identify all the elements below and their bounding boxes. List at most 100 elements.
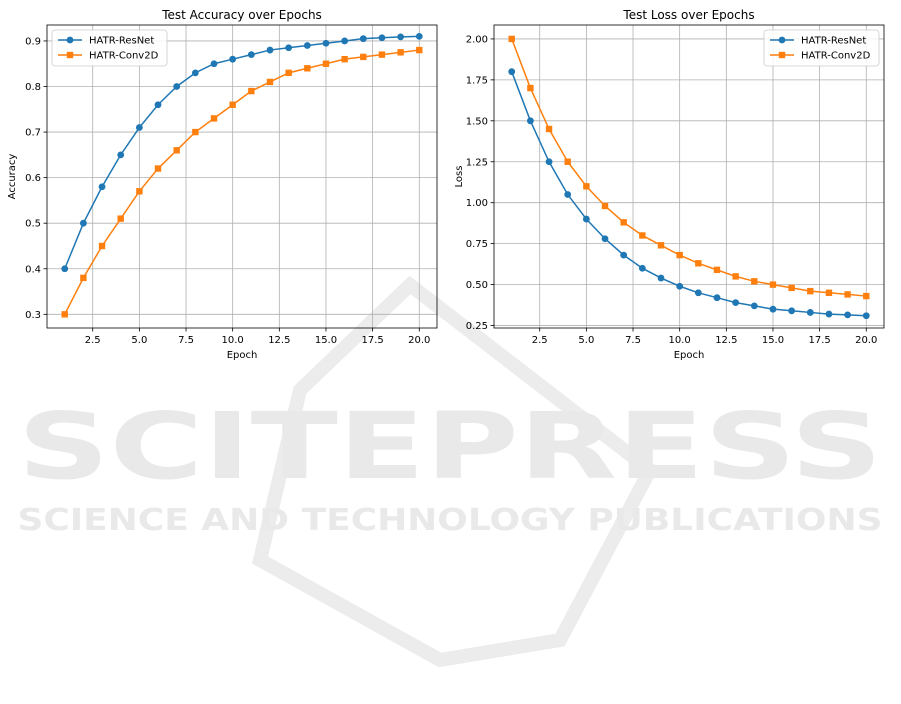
data-point-hatr-resnet — [210, 60, 218, 68]
legend-entry-label: HATR-ResNet — [89, 36, 154, 47]
x-tick-label: 12.5 — [715, 335, 737, 346]
legend-box — [51, 29, 168, 67]
data-point-hatr-resnet — [601, 235, 609, 243]
data-point-hatr-resnet — [397, 33, 405, 41]
data-point-hatr-conv2d — [732, 273, 739, 280]
x-tick-label: 20.0 — [408, 335, 430, 346]
data-point-hatr-resnet — [173, 83, 181, 90]
y-tick-label: 0.5 — [25, 219, 41, 230]
x-tick-label: 15.0 — [315, 335, 337, 346]
data-point-hatr-resnet — [378, 34, 386, 42]
data-point-hatr-resnet — [732, 299, 740, 307]
x-tick-label: 7.5 — [178, 335, 194, 346]
x-tick-label: 17.5 — [808, 335, 830, 346]
data-point-hatr-resnet — [620, 251, 628, 259]
data-point-hatr-resnet — [247, 51, 255, 59]
data-point-hatr-conv2d — [154, 165, 162, 172]
data-point-hatr-resnet — [545, 158, 553, 166]
data-point-hatr-conv2d — [769, 281, 777, 288]
y-axis-label: Loss — [454, 166, 465, 188]
data-point-hatr-conv2d — [601, 202, 609, 210]
series-line-hatr-conv2d — [64, 49, 420, 315]
data-point-hatr-conv2d — [304, 65, 311, 72]
data-point-hatr-resnet — [266, 46, 274, 54]
y-tick-label: 0.25 — [466, 321, 488, 332]
y-tick-label: 1.00 — [466, 198, 488, 209]
data-point-hatr-resnet — [79, 219, 87, 227]
y-tick-label: 0.4 — [25, 264, 41, 275]
legend-marker — [778, 36, 786, 44]
data-point-hatr-resnet — [98, 183, 106, 191]
data-point-hatr-conv2d — [248, 87, 255, 95]
x-tick-label: 20.0 — [855, 335, 877, 346]
data-point-hatr-conv2d — [583, 183, 590, 190]
data-point-hatr-resnet — [844, 311, 852, 319]
data-point-hatr-resnet — [582, 215, 590, 223]
data-point-hatr-resnet — [61, 265, 69, 273]
x-tick-label: 10.0 — [669, 335, 691, 346]
data-point-hatr-conv2d — [564, 158, 571, 165]
y-tick-label: 1.50 — [466, 116, 488, 127]
x-tick-label: 15.0 — [762, 335, 784, 346]
legend-box — [763, 29, 880, 67]
data-point-hatr-conv2d — [117, 215, 124, 222]
x-tick-label: 5.0 — [131, 335, 147, 346]
data-point-hatr-resnet — [285, 44, 293, 52]
x-axis-label: Epoch — [227, 350, 258, 361]
data-point-hatr-resnet — [322, 39, 330, 47]
x-tick-label: 17.5 — [361, 335, 383, 346]
watermark-sub-text: SCIENCE AND TECHNOLOGY PUBLICATIONS — [18, 503, 883, 538]
x-tick-label: 7.5 — [625, 335, 641, 346]
plot-frame — [46, 24, 438, 329]
data-point-hatr-resnet — [694, 289, 702, 297]
chart-panel-1: 2.5 5.0 7.5 10.0 12.5 15.0 17.5 20.0 0.3 0.4 0.5 0.… — [7, 8, 438, 361]
x-tick-label: 5.0 — [578, 335, 594, 346]
y-tick-label: 0.75 — [466, 239, 488, 250]
data-point-hatr-conv2d — [807, 287, 814, 295]
data-point-hatr-resnet — [135, 124, 143, 131]
data-point-hatr-conv2d — [378, 51, 386, 58]
chart-title: Test Accuracy over Epochs — [161, 8, 322, 22]
data-point-hatr-conv2d — [80, 274, 87, 282]
x-tick-label: 10.0 — [222, 335, 244, 346]
y-tick-label: 1.25 — [466, 157, 488, 168]
data-point-hatr-conv2d — [863, 292, 870, 300]
watermark-main-text: SCITEPRESS — [18, 393, 883, 500]
data-point-hatr-resnet — [862, 312, 870, 320]
data-point-hatr-resnet — [229, 55, 237, 63]
data-point-hatr-resnet — [750, 302, 758, 310]
legend-entry-label: HATR-Conv2D — [801, 51, 871, 62]
y-tick-label: 0.6 — [25, 173, 41, 184]
legend: HATR-ResNet HATR-Conv2D — [763, 29, 880, 67]
data-point-hatr-resnet — [638, 264, 646, 272]
y-tick-label: 0.50 — [466, 280, 488, 291]
legend: HATR-ResNet HATR-Conv2D — [51, 29, 168, 67]
data-point-hatr-conv2d — [322, 60, 330, 67]
data-point-hatr-resnet — [415, 32, 423, 40]
data-point-hatr-conv2d — [136, 188, 143, 195]
y-axis-label: Accuracy — [7, 154, 18, 200]
chart-panel-2: 2.5 5.0 7.5 10.0 12.5 15.0 17.5 20.0 0.25 0.50 0.7… — [454, 8, 885, 361]
data-point-hatr-conv2d — [98, 242, 106, 250]
data-point-hatr-conv2d — [266, 78, 274, 86]
data-point-hatr-resnet — [564, 191, 572, 198]
plot-frame — [493, 24, 885, 329]
data-point-hatr-conv2d — [713, 266, 721, 274]
x-tick-label: 2.5 — [85, 335, 101, 346]
legend-entry-label: HATR-Conv2D — [89, 51, 159, 62]
data-point-hatr-resnet — [825, 310, 833, 318]
x-tick-label: 12.5 — [268, 335, 290, 346]
data-point-hatr-resnet — [508, 68, 516, 76]
data-point-hatr-resnet — [191, 69, 199, 77]
data-point-hatr-conv2d — [844, 291, 851, 298]
data-point-hatr-conv2d — [341, 55, 348, 63]
series-line-hatr-resnet — [64, 35, 420, 270]
data-point-hatr-conv2d — [416, 46, 423, 54]
legend-marker — [66, 51, 74, 59]
data-point-hatr-conv2d — [825, 289, 833, 296]
data-point-hatr-conv2d — [788, 284, 795, 292]
y-tick-label: 0.8 — [25, 82, 41, 93]
data-point-hatr-resnet — [303, 42, 311, 49]
data-point-hatr-resnet — [769, 305, 777, 313]
